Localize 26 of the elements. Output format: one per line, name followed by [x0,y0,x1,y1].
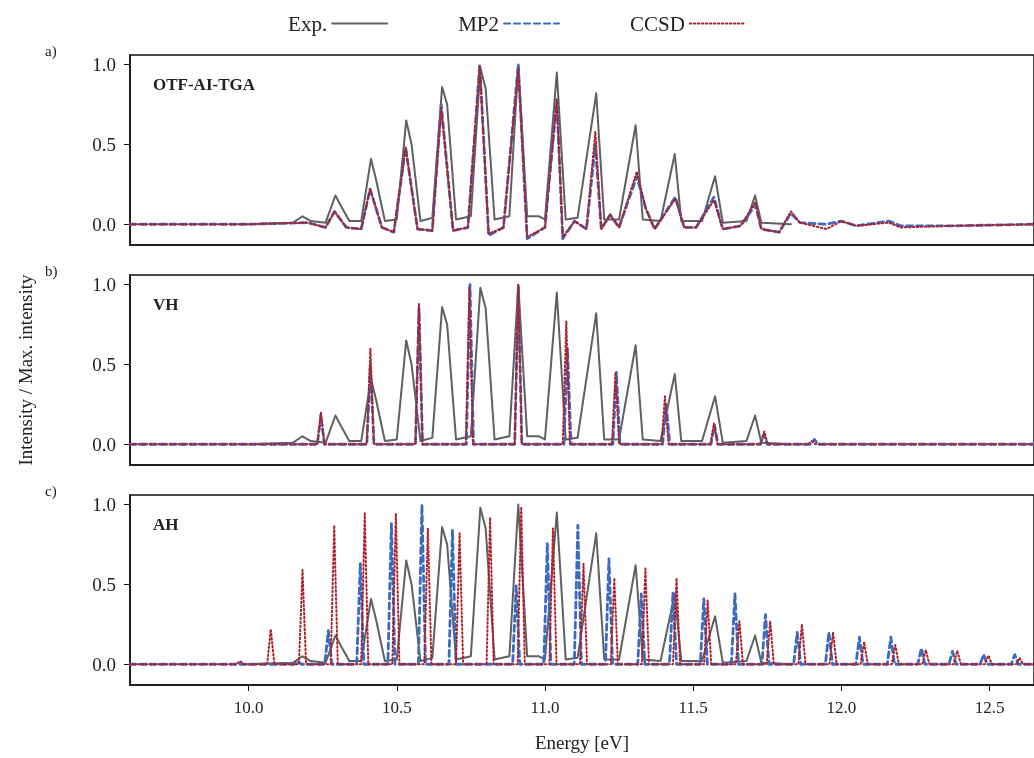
y-tick-label: 0.5 [92,353,116,375]
y-tick-label: 1.0 [92,54,116,76]
y-axis-title: Intensity / Max. intensity [15,273,36,466]
text: c) [45,482,57,500]
x-tick-label: 11.0 [530,698,560,717]
legend-label: Exp. [288,11,328,36]
legend-label: MP2 [458,11,500,36]
y-tick-label: 0.0 [92,653,116,675]
text: a) [45,42,57,60]
x-tick-label: 10.0 [233,698,264,717]
x-tick-label: 12.0 [826,698,857,717]
x-tick-label: 11.5 [678,698,708,717]
x-axis-title: Energy [eV] [534,732,630,753]
y-tick-label: 0.5 [92,573,116,595]
x-tick-label: 12.5 [974,698,1005,717]
y-tick-label: 1.0 [92,274,116,296]
legend-label: CCSD [630,11,685,36]
y-tick-label: 0.5 [92,133,116,155]
text: OTF-AI-TGA [153,75,256,94]
y-tick-label: 1.0 [92,494,116,516]
y-tick-label: 0.0 [92,213,116,235]
text: VH [153,295,179,314]
x-tick-label: 10.5 [381,698,412,717]
text: AH [153,515,179,534]
text: b) [45,262,58,280]
y-tick-label: 0.0 [92,433,116,455]
